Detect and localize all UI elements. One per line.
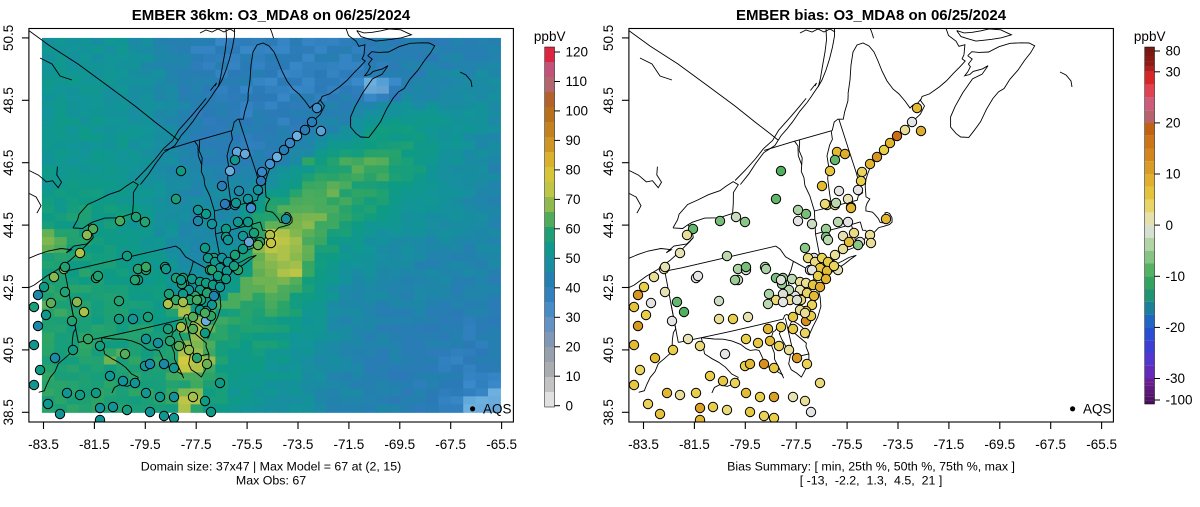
svg-text:10: 10 xyxy=(566,369,581,384)
svg-text:-81.5: -81.5 xyxy=(79,437,110,452)
svg-text:50.5: 50.5 xyxy=(1,25,16,51)
svg-text:AQS: AQS xyxy=(483,401,512,416)
svg-text:44.5: 44.5 xyxy=(1,212,16,238)
svg-text:-79.5: -79.5 xyxy=(130,437,161,452)
svg-text:110: 110 xyxy=(566,74,588,89)
svg-text:40.5: 40.5 xyxy=(601,337,616,363)
svg-text:-79.5: -79.5 xyxy=(730,437,761,452)
svg-text:20: 20 xyxy=(1166,116,1181,131)
svg-text:38.5: 38.5 xyxy=(1,399,16,425)
svg-text:46.5: 46.5 xyxy=(601,150,616,176)
svg-text:80: 80 xyxy=(1166,44,1181,59)
svg-text:48.5: 48.5 xyxy=(601,87,616,113)
svg-text:[ -13, -2.2, 1.3, 4.5, 21: [ -13, -2.2, 1.3, 4.5, 21 ] xyxy=(800,474,943,488)
svg-text:-75.5: -75.5 xyxy=(232,437,263,452)
svg-text:-73.5: -73.5 xyxy=(883,437,914,452)
svg-text:-65.5: -65.5 xyxy=(486,437,517,452)
svg-text:-10: -10 xyxy=(1166,269,1186,284)
svg-text:-69.5: -69.5 xyxy=(384,437,415,452)
svg-text:Max Obs: 67: Max Obs: 67 xyxy=(236,474,306,488)
svg-text:44.5: 44.5 xyxy=(601,212,616,238)
svg-text:70: 70 xyxy=(566,192,581,207)
svg-text:-71.5: -71.5 xyxy=(934,437,965,452)
svg-text:-65.5: -65.5 xyxy=(1086,437,1117,452)
svg-text:20: 20 xyxy=(566,339,581,354)
svg-text:-83.5: -83.5 xyxy=(628,437,659,452)
svg-text:50: 50 xyxy=(566,251,581,266)
svg-text:30: 30 xyxy=(566,310,581,325)
svg-text:42.5: 42.5 xyxy=(601,274,616,300)
svg-text:EMBER bias: O3_MDA8 on 06/25/2: EMBER bias: O3_MDA8 on 06/25/2024 xyxy=(736,7,1007,24)
svg-text:38.5: 38.5 xyxy=(601,399,616,425)
svg-text:-20: -20 xyxy=(1166,320,1186,335)
svg-text:120: 120 xyxy=(566,45,589,60)
svg-text:-73.5: -73.5 xyxy=(283,437,314,452)
svg-text:-30: -30 xyxy=(1166,371,1186,386)
svg-text:40.5: 40.5 xyxy=(1,337,16,363)
svg-text:42.5: 42.5 xyxy=(1,274,16,300)
svg-text:0: 0 xyxy=(566,398,574,413)
svg-text:ppbV: ppbV xyxy=(534,29,566,44)
svg-text:50.5: 50.5 xyxy=(601,25,616,51)
svg-text:80: 80 xyxy=(566,163,581,178)
svg-text:100: 100 xyxy=(566,104,589,119)
svg-text:-100: -100 xyxy=(1166,393,1193,408)
svg-text:EMBER 36km: O3_MDA8 on 06/25/2: EMBER 36km: O3_MDA8 on 06/25/2024 xyxy=(132,7,411,24)
svg-text:60: 60 xyxy=(566,222,581,237)
svg-text:-77.5: -77.5 xyxy=(781,437,812,452)
svg-text:-83.5: -83.5 xyxy=(28,437,59,452)
svg-text:-69.5: -69.5 xyxy=(984,437,1015,452)
svg-text:AQS: AQS xyxy=(1083,401,1112,416)
svg-text:-81.5: -81.5 xyxy=(679,437,710,452)
svg-text:90: 90 xyxy=(566,133,581,148)
svg-text:46.5: 46.5 xyxy=(1,150,16,176)
svg-text:0: 0 xyxy=(1166,218,1174,233)
svg-text:-77.5: -77.5 xyxy=(181,437,212,452)
svg-text:-67.5: -67.5 xyxy=(1035,437,1066,452)
svg-text:Domain size: 37x47 | Max Model: Domain size: 37x47 | Max Model = 67 at (… xyxy=(141,460,401,474)
svg-text:-67.5: -67.5 xyxy=(435,437,466,452)
svg-text:ppbV: ppbV xyxy=(1134,29,1166,44)
svg-text:Bias Summary: [ min, 25th %, 5: Bias Summary: [ min, 25th %, 50th %, 75t… xyxy=(727,460,1015,474)
svg-text:-71.5: -71.5 xyxy=(334,437,365,452)
svg-text:30: 30 xyxy=(1166,65,1181,80)
svg-text:48.5: 48.5 xyxy=(1,87,16,113)
svg-text:40: 40 xyxy=(566,281,581,296)
svg-text:-75.5: -75.5 xyxy=(832,437,863,452)
svg-text:10: 10 xyxy=(1166,167,1181,182)
